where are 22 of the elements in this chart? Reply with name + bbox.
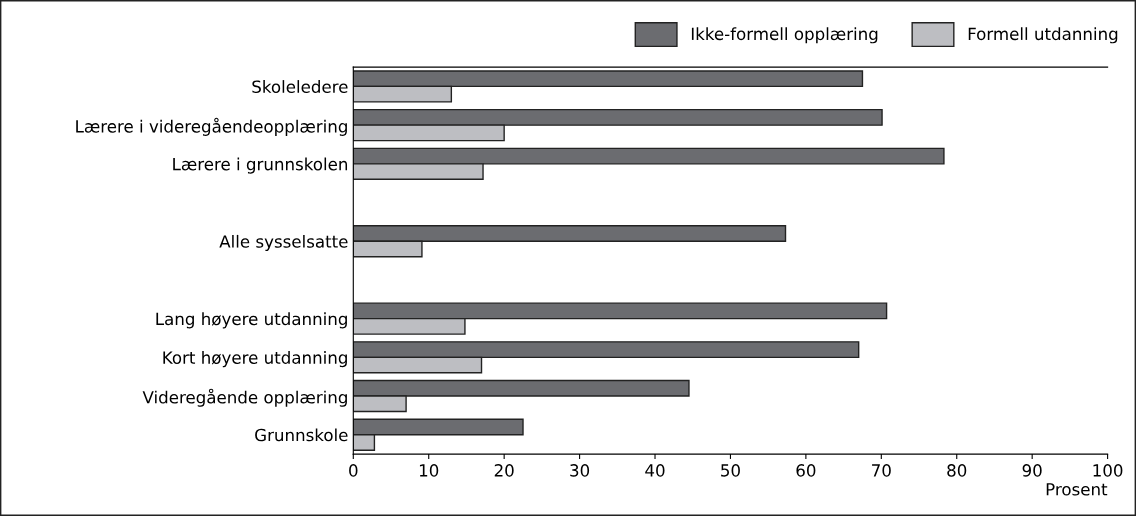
x-axis-title: Prosent	[1046, 483, 1108, 496]
x-tick-label: 100	[1093, 464, 1123, 477]
y-tick-label: Kort høyere utdanning	[163, 351, 347, 368]
x-tick-label: 90	[1022, 464, 1042, 477]
legend-label: Formell utdanning	[968, 27, 1118, 44]
x-tick-label: 0	[349, 464, 358, 477]
x-tick-label: 40	[645, 464, 665, 477]
x-tick-label: 10	[419, 464, 439, 477]
legend-label: Ikke-formell opplæring	[691, 27, 878, 44]
x-tick-label: 70	[872, 464, 891, 477]
y-tick-label: Skoleledere	[252, 80, 348, 93]
y-tick-label: Lærere i videregåendeopplæring	[76, 117, 347, 136]
y-tick-label: Grunnskole	[255, 428, 348, 442]
x-tick-label: 20	[494, 464, 514, 477]
y-tick-label: Videregående opplæring	[142, 388, 347, 407]
y-tick-label: Lang høyere utdanning	[156, 312, 347, 329]
y-tick-label: Lærere i grunnskolen	[173, 157, 348, 174]
y-tick-label: Alle sysselsatte	[219, 234, 348, 252]
x-tick-label: 50	[721, 464, 740, 477]
x-tick-label: 80	[947, 464, 967, 477]
x-tick-label: 30	[570, 464, 590, 477]
x-tick-label: 60	[796, 464, 816, 477]
